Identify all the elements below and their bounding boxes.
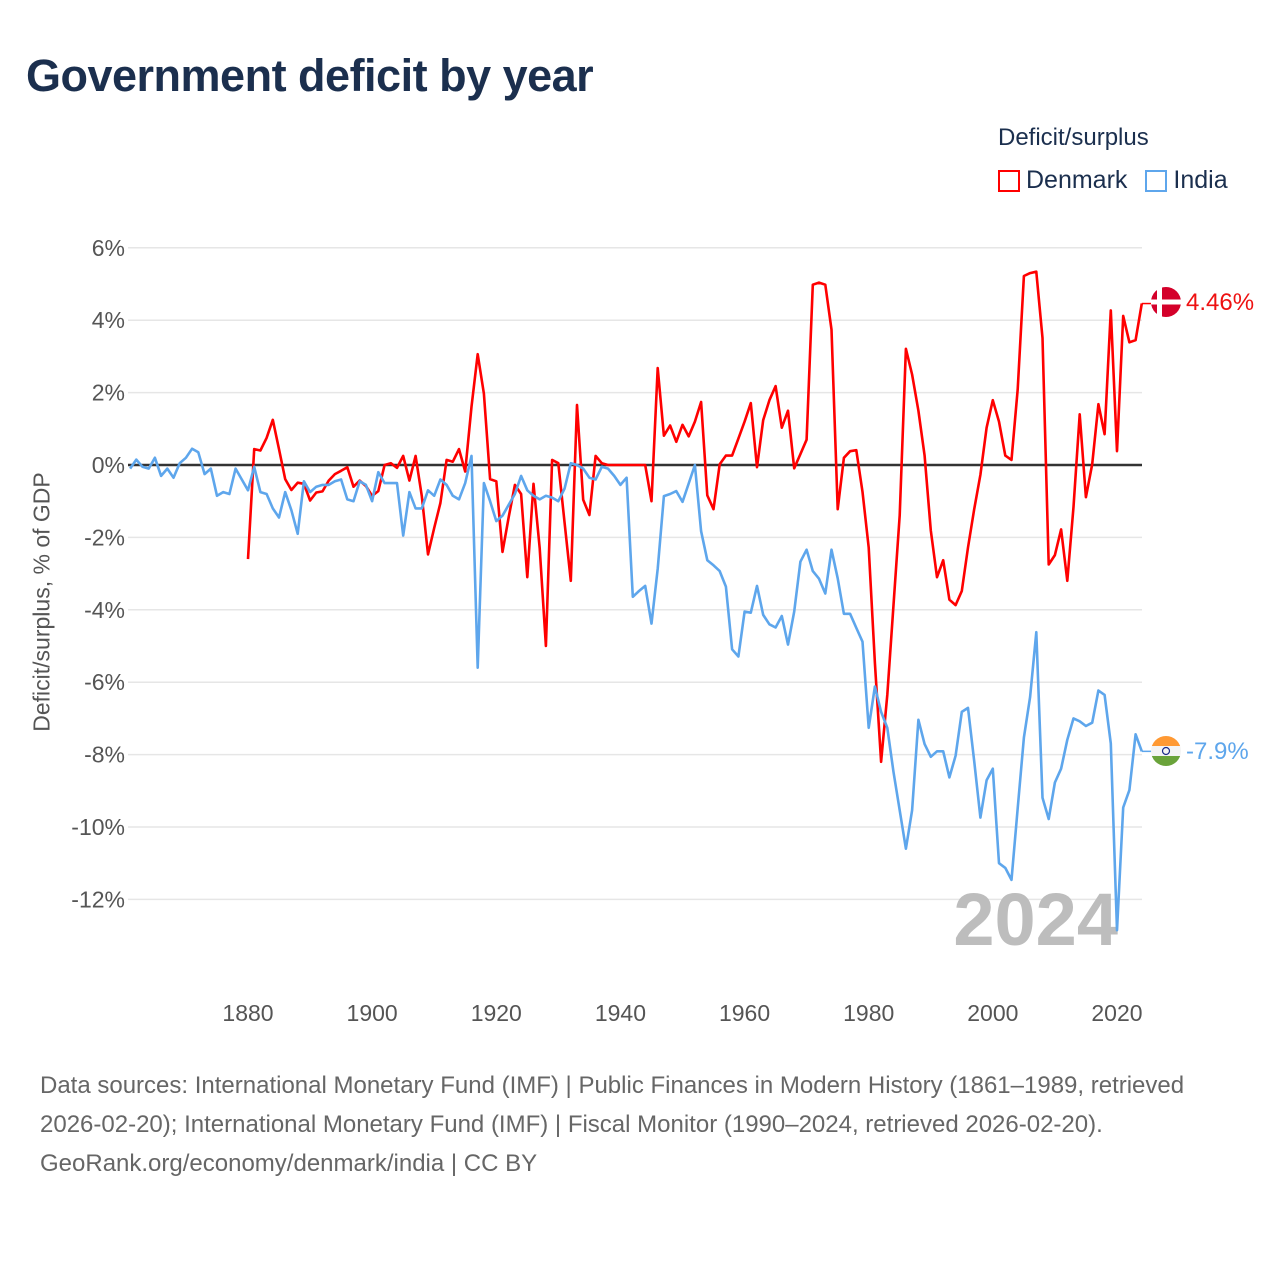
y-tick-label: 0% <box>92 452 125 478</box>
y-tick-label: -4% <box>84 597 125 623</box>
india-swatch-icon <box>1145 169 1168 192</box>
y-tick-label: 6% <box>92 235 125 261</box>
x-tick-label: 1940 <box>595 1000 646 1026</box>
page-title: Government deficit by year <box>26 50 594 101</box>
legend-label-india: India <box>1173 166 1228 194</box>
legend-item-denmark[interactable]: Denmark <box>998 166 1127 195</box>
denmark-flag-icon <box>1151 287 1181 317</box>
y-tick-label: -12% <box>71 886 125 912</box>
data-sources: Data sources: International Monetary Fun… <box>40 1072 1185 1138</box>
y-tick-label: -6% <box>84 669 125 695</box>
x-tick-label: 2020 <box>1091 1000 1142 1026</box>
series-line-india <box>129 447 1144 932</box>
x-tick-label: 1980 <box>843 1000 894 1026</box>
credit-link[interactable]: GeoRank.org/economy/denmark/india | CC B… <box>40 1150 538 1177</box>
denmark-end-label: 4.46% <box>1186 289 1254 316</box>
x-tick-label: 1900 <box>347 1000 398 1026</box>
y-tick-label: 2% <box>92 380 125 406</box>
y-tick-label: -10% <box>71 814 125 840</box>
series-line-denmark <box>246 270 1144 764</box>
x-tick-label: 1880 <box>222 1000 273 1026</box>
y-tick-label: -8% <box>84 742 125 768</box>
x-tick-label: 1960 <box>719 1000 770 1026</box>
denmark-swatch-icon <box>998 169 1020 192</box>
y-tick-label: 4% <box>92 307 125 333</box>
year-watermark: 2024 <box>953 878 1118 961</box>
legend-label-denmark: Denmark <box>1026 166 1128 194</box>
legend-title: Deficit/surplus <box>998 124 1149 151</box>
india-flag-icon <box>1151 736 1181 766</box>
legend-item-india[interactable]: India <box>1145 166 1228 195</box>
y-tick-label: -2% <box>84 524 125 550</box>
x-tick-label: 1920 <box>471 1000 522 1026</box>
footer: Data sources: International Monetary Fun… <box>40 1066 1240 1183</box>
x-tick-label: 2000 <box>967 1000 1018 1026</box>
india-end-label: -7.9% <box>1186 738 1249 765</box>
legend: Denmark India <box>998 166 1228 195</box>
